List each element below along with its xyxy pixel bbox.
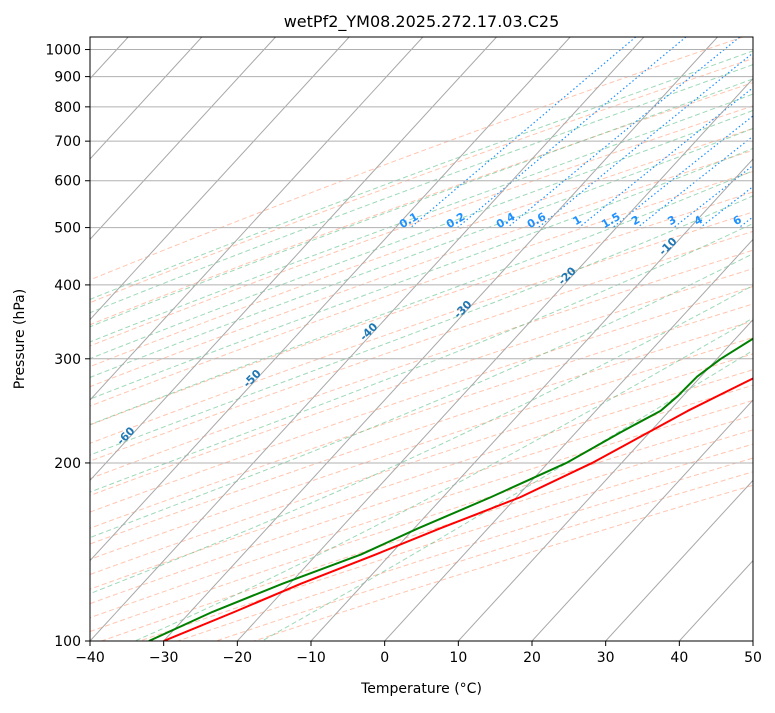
x-axis: −40 −30 −20 −10 0 10 20 30 40 50: [75, 641, 762, 666]
temperature-profile-line: [163, 377, 753, 641]
dry-adiabat: [90, 37, 743, 281]
mixing-ratio-line: [537, 52, 753, 229]
isotherm-line: [90, 37, 645, 641]
moist-adiabat: [90, 109, 753, 360]
mixing-ratio-lines: [410, 37, 753, 229]
x-tick-label: 30: [597, 650, 615, 666]
isotherm-line: [90, 37, 497, 482]
dry-adiabat: [90, 127, 753, 368]
isotherm-line: [90, 37, 424, 401]
y-tick-label: 200: [54, 456, 81, 472]
isotherm-line: [384, 238, 753, 641]
plot-frame: [89, 36, 754, 642]
y-axis-label: Pressure (hPa): [12, 289, 28, 389]
x-tick-label: −40: [75, 650, 105, 666]
moist-adiabat: [90, 170, 753, 426]
moist-adiabat: [90, 127, 753, 378]
moist-adiabat: [90, 93, 753, 343]
mixing-ratio-line: [507, 37, 741, 229]
x-tick-label: 20: [523, 650, 541, 666]
y-tick-label: 700: [54, 134, 81, 150]
y-tick-label: 400: [54, 278, 81, 294]
profile-series: [148, 337, 753, 641]
x-tick-label: −10: [296, 650, 326, 666]
isotherm-line: [163, 37, 718, 641]
y-tick-label: 1000: [45, 43, 81, 59]
moist-adiabat: [90, 253, 753, 539]
moist-adiabat: [90, 78, 753, 328]
dry-adiabat: [90, 57, 753, 304]
dry-adiabat: [90, 191, 753, 426]
y-tick-label: 300: [54, 352, 81, 368]
moist-adiabat: [90, 64, 753, 314]
isotherm-line: [310, 158, 753, 641]
x-tick-label: −30: [149, 650, 179, 666]
pressure-gridlines: [90, 49, 753, 641]
mixing-ratio-line: [457, 37, 687, 229]
x-tick-label: 0: [380, 650, 389, 666]
x-tick-label: 10: [449, 650, 467, 666]
y-tick-label: 500: [54, 221, 81, 237]
moist-adiabat: [90, 50, 753, 300]
isotherms: [90, 37, 753, 641]
moist-adiabats: [90, 50, 753, 641]
isotherm-line: [90, 37, 276, 241]
mixing-ratio-line: [578, 86, 753, 229]
dry-adiabat: [90, 170, 753, 407]
y-tick-label: 800: [54, 100, 81, 116]
y-tick-label: 100: [54, 634, 81, 650]
isotherm-line: [90, 37, 203, 160]
plot-area: -100-90-80-70-60-50-40-30-20-100.10.20.4…: [90, 37, 753, 641]
isotherm-line: [236, 77, 753, 641]
y-axis: 100 200 300 400 500 600 700 800 900 1000: [45, 43, 90, 650]
dry-adiabat: [90, 369, 753, 590]
isotherm-line: [90, 37, 571, 562]
isotherm-line: [605, 479, 753, 641]
x-tick-label: 50: [744, 650, 762, 666]
y-tick-label: 900: [54, 70, 81, 86]
isotherm-line: [90, 37, 350, 321]
y-tick-label: 600: [54, 174, 81, 190]
mixing-ratio-line: [673, 164, 753, 229]
isotherm-line: [457, 318, 753, 641]
x-tick-label: 40: [670, 650, 688, 666]
isotherm-line: [531, 399, 753, 641]
chart-title: wetPf2_YM08.2025.272.17.03.C25: [284, 12, 560, 32]
mixing-ratio-line: [410, 37, 637, 229]
x-axis-label: Temperature (°C): [360, 681, 482, 697]
x-tick-label: −20: [223, 650, 253, 666]
moist-adiabat: [134, 317, 753, 641]
moist-adiabat: [90, 147, 753, 400]
dewpoint-profile-line: [148, 337, 753, 641]
